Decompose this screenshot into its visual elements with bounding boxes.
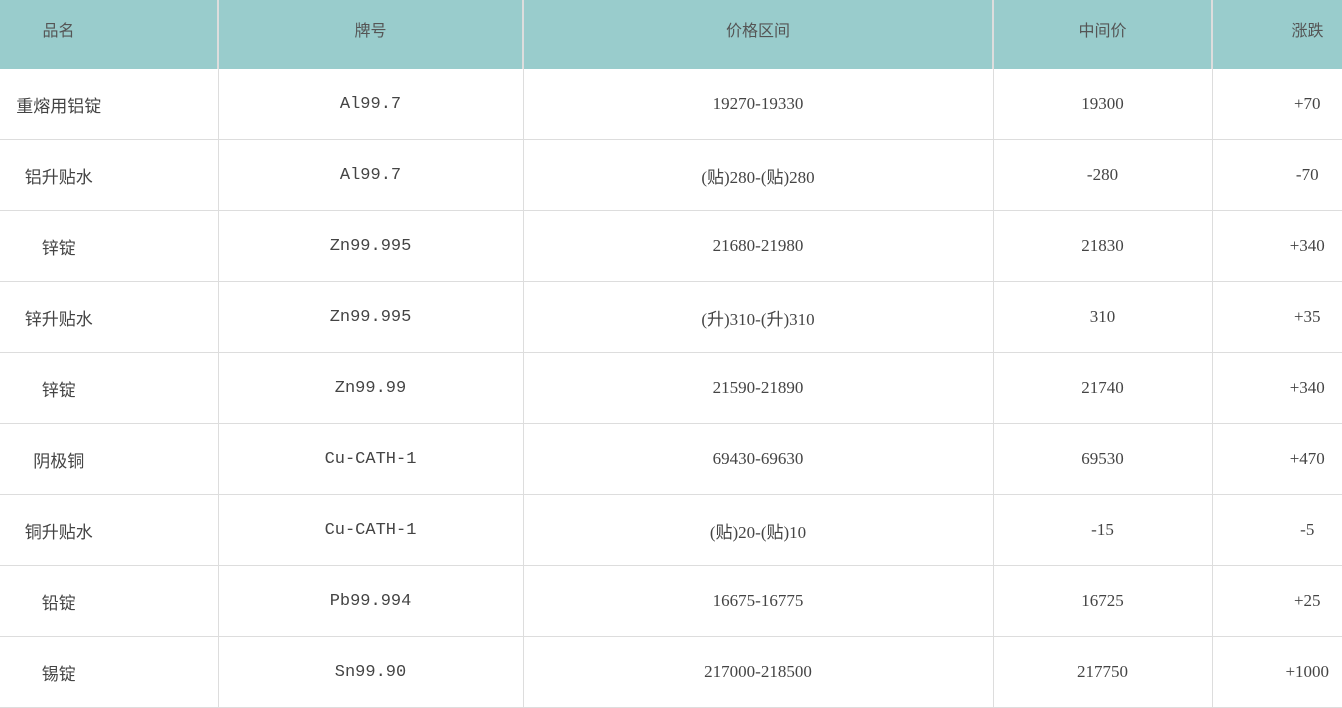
cell-name: 铅锭: [0, 565, 219, 637]
header-range: 价格区间: [523, 0, 994, 69]
cell-range: 217000-218500: [523, 636, 994, 708]
cell-grade: Al99.7: [218, 139, 524, 211]
cell-change: +340: [1212, 352, 1342, 424]
cell-mid: 16725: [993, 565, 1213, 637]
cell-mid: 69530: [993, 423, 1213, 495]
cell-grade: Zn99.995: [218, 281, 524, 353]
cell-name: 阴极铜: [0, 423, 219, 495]
table-row: 锌锭 Zn99.995 21680-21980 21830 +340: [0, 210, 1342, 282]
cell-name: 铝升贴水: [0, 139, 219, 211]
header-name: 品名: [0, 0, 219, 69]
cell-grade: Pb99.994: [218, 565, 524, 637]
cell-range: 19270-19330: [523, 69, 994, 140]
cell-range: (升)310-(升)310: [523, 281, 994, 353]
cell-range: 69430-69630: [523, 423, 994, 495]
cell-grade: Zn99.995: [218, 210, 524, 282]
table-row: 铝升贴水 Al99.7 (贴)280-(贴)280 -280 -70: [0, 139, 1342, 211]
header-grade: 牌号: [218, 0, 524, 69]
cell-range: 21590-21890: [523, 352, 994, 424]
cell-mid: -280: [993, 139, 1213, 211]
table-row: 锌锭 Zn99.99 21590-21890 21740 +340: [0, 352, 1342, 424]
cell-change: +470: [1212, 423, 1342, 495]
cell-name: 锌锭: [0, 210, 219, 282]
cell-name: 铜升贴水: [0, 494, 219, 566]
cell-grade: Cu-CATH-1: [218, 423, 524, 495]
cell-mid: 19300: [993, 69, 1213, 140]
table-row: 重熔用铝锭 Al99.7 19270-19330 19300 +70: [0, 69, 1342, 140]
cell-grade: Sn99.90: [218, 636, 524, 708]
cell-name: 锌锭: [0, 352, 219, 424]
cell-range: 21680-21980: [523, 210, 994, 282]
table-row: 锌升贴水 Zn99.995 (升)310-(升)310 310 +35: [0, 281, 1342, 353]
table-header: 品名 牌号 价格区间 中间价 涨跌: [0, 0, 1342, 69]
cell-grade: Cu-CATH-1: [218, 494, 524, 566]
cell-change: -70: [1212, 139, 1342, 211]
table-row: 铅锭 Pb99.994 16675-16775 16725 +25: [0, 565, 1342, 637]
cell-change: +1000: [1212, 636, 1342, 708]
cell-range: (贴)20-(贴)10: [523, 494, 994, 566]
cell-name: 重熔用铝锭: [0, 69, 219, 140]
cell-grade: Al99.7: [218, 69, 524, 140]
table-row: 阴极铜 Cu-CATH-1 69430-69630 69530 +470: [0, 423, 1342, 495]
header-change: 涨跌: [1212, 0, 1342, 69]
cell-change: +25: [1212, 565, 1342, 637]
header-mid: 中间价: [993, 0, 1213, 69]
cell-mid: 310: [993, 281, 1213, 353]
cell-range: 16675-16775: [523, 565, 994, 637]
table-row: 铜升贴水 Cu-CATH-1 (贴)20-(贴)10 -15 -5: [0, 494, 1342, 566]
cell-mid: -15: [993, 494, 1213, 566]
cell-grade: Zn99.99: [218, 352, 524, 424]
table-row: 锡锭 Sn99.90 217000-218500 217750 +1000: [0, 636, 1342, 708]
cell-change: +35: [1212, 281, 1342, 353]
cell-mid: 217750: [993, 636, 1213, 708]
cell-name: 锌升贴水: [0, 281, 219, 353]
cell-range: (贴)280-(贴)280: [523, 139, 994, 211]
cell-mid: 21830: [993, 210, 1213, 282]
cell-change: +340: [1212, 210, 1342, 282]
cell-name: 锡锭: [0, 636, 219, 708]
cell-mid: 21740: [993, 352, 1213, 424]
cell-change: -5: [1212, 494, 1342, 566]
cell-change: +70: [1212, 69, 1342, 140]
